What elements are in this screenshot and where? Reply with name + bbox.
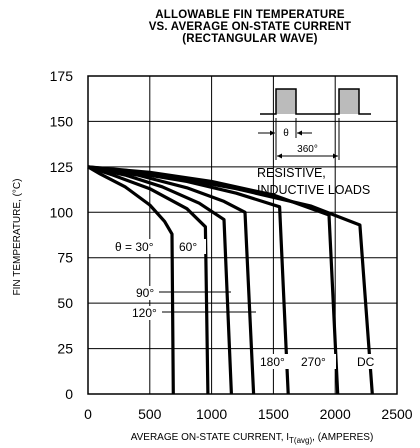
- curve-series: [87, 165, 374, 395]
- period-arrowhead-right: [333, 153, 338, 159]
- y-tick-label: 125: [50, 159, 74, 175]
- curve-label-60: 60°: [179, 240, 197, 254]
- x-axis-label-subscript: T(avg): [289, 436, 312, 445]
- chart-title-line-1: ALLOWABLE FIN TEMPERATURE: [155, 9, 345, 21]
- y-tick-label: 150: [50, 113, 74, 129]
- period-label: 360°: [297, 144, 318, 155]
- wave-trace: [260, 88, 371, 115]
- chart-title-line-2: VS. AVERAGE ON-STATE CURRENT: [148, 21, 352, 33]
- x-tick-label: 2500: [381, 406, 412, 422]
- curve-labels: θ = 30° 60° 90° 120° 180° 270° DC: [113, 239, 380, 369]
- y-tick-label: 25: [57, 341, 73, 357]
- x-tick-label: 0: [84, 406, 92, 422]
- plot-frame: [87, 75, 398, 395]
- curve-series-1: [87, 165, 175, 395]
- curve-label-120: 120°: [132, 306, 157, 320]
- chart-title-line-3: (RECTANGULAR WAVE): [182, 33, 318, 45]
- curve-label-180: 180°: [260, 355, 285, 369]
- curve-series-3: [87, 165, 233, 395]
- grid-lines: [88, 76, 397, 394]
- pulse-1: [276, 89, 296, 114]
- theta-arrowhead-left: [270, 130, 275, 136]
- y-tick-label: 0: [65, 386, 73, 402]
- curve-label-270: 270°: [301, 355, 326, 369]
- curve-series-2: [87, 165, 210, 395]
- y-tick-label: 175: [50, 68, 74, 84]
- x-tick-label: 1500: [258, 406, 289, 422]
- y-axis-label: FIN TEMPERATURE, (°C): [12, 179, 23, 296]
- y-tick-label: 75: [57, 250, 73, 266]
- pulse-2: [339, 89, 359, 114]
- x-axis-label-tail: , (AMPERES): [312, 432, 373, 443]
- x-tick-label: 1000: [196, 406, 227, 422]
- x-tick-label: 500: [138, 406, 162, 422]
- theta-arrowhead-right: [297, 130, 302, 136]
- curve-label-dc: DC: [357, 355, 375, 369]
- load-note-line-2: INDUCTIVE LOADS: [257, 183, 370, 197]
- curve-label-90: 90°: [136, 286, 154, 300]
- load-note-line-1: RESISTIVE,: [257, 166, 326, 180]
- x-tick-label: 2000: [320, 406, 351, 422]
- axis-tick-labels: 0 500 1000 1500 2000 2500 0 25 50 75 100 125 150 175: [50, 68, 413, 422]
- waveform-inset: θ 360° RESISTIVE, INDUCTIVE LOADS: [257, 88, 371, 197]
- y-tick-label: 50: [57, 295, 73, 311]
- y-tick-label: 100: [50, 204, 74, 220]
- x-axis-label-main: AVERAGE ON-STATE CURRENT, I: [131, 432, 289, 443]
- curve-series-7: [87, 165, 374, 395]
- theta-label: θ: [283, 128, 289, 139]
- curve-label-30: θ = 30°: [115, 240, 154, 254]
- period-arrowhead-left: [277, 153, 282, 159]
- x-axis-label: AVERAGE ON-STATE CURRENT, IT(avg), (AMPE…: [131, 432, 374, 445]
